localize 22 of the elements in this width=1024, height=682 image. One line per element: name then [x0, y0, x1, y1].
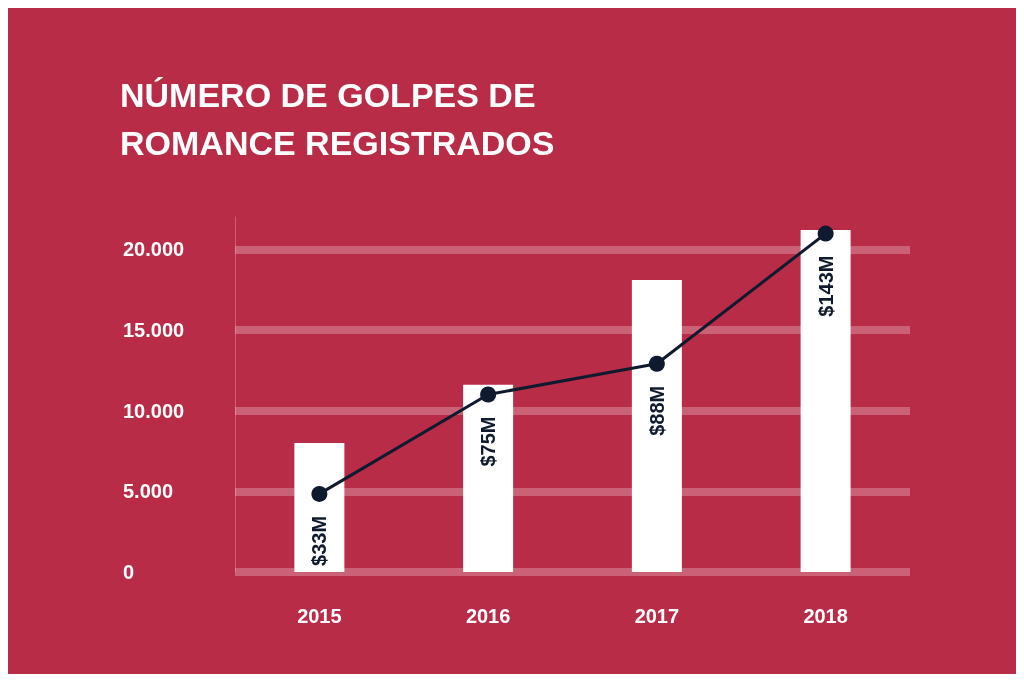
chart-title: NÚMERO DE GOLPES DE ROMANCE REGISTRADOS [120, 76, 555, 162]
x-tick-label: 2016 [465, 605, 511, 627]
x-tick-label: 2018 [803, 605, 848, 627]
bar [294, 442, 345, 572]
data-label: $75M [477, 416, 500, 467]
y-tick-label: 20.000 [123, 238, 185, 261]
data-label: $88M [645, 385, 668, 436]
y-tick-label: 0 [123, 561, 135, 583]
y-tick-label: 10.000 [123, 399, 185, 422]
bar [800, 229, 851, 572]
point [480, 386, 497, 403]
x-tick-label: 2017 [634, 605, 680, 627]
y-tick-label: 5.000 [123, 480, 174, 503]
point [648, 355, 665, 372]
point [311, 485, 328, 502]
data-label: $33M [308, 515, 331, 566]
y-tick-label: 15.000 [123, 318, 185, 341]
bar [463, 384, 514, 572]
data-label: $143M [814, 255, 837, 317]
bar [631, 279, 682, 572]
x-tick-label: 2015 [297, 605, 342, 627]
point [817, 225, 834, 242]
